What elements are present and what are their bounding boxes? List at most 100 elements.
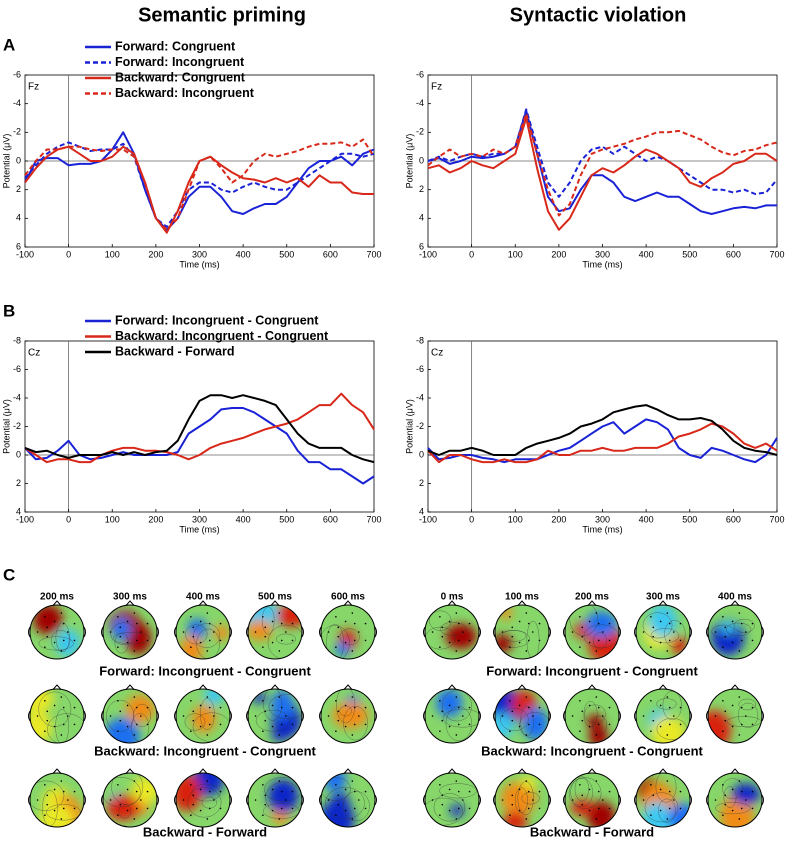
x-tick-label: 700 — [769, 514, 784, 524]
head-outline — [564, 688, 620, 744]
electrode — [264, 719, 267, 722]
topomap-contour — [725, 622, 752, 637]
erp-line — [427, 418, 778, 464]
electrode — [117, 646, 119, 648]
electrode — [353, 706, 356, 709]
electrode — [448, 641, 451, 644]
x-tick-label: 0 — [469, 249, 474, 259]
electrode — [581, 710, 584, 713]
head-nose — [517, 684, 527, 690]
electrode — [146, 639, 149, 642]
electrode — [280, 622, 283, 625]
topomap-halo — [509, 789, 528, 808]
electrode — [602, 631, 604, 633]
electrode — [254, 715, 257, 717]
electrode — [278, 696, 281, 698]
topomap-halo — [200, 773, 217, 787]
electrode — [351, 734, 354, 736]
topomap-halo — [590, 717, 600, 726]
topomap-contour — [655, 773, 677, 803]
head-nose — [198, 768, 208, 774]
electrode — [364, 790, 367, 793]
topomap — [425, 773, 479, 827]
y-tick-label: 4 — [419, 506, 424, 516]
electrode — [192, 803, 195, 806]
column-title: Semantic priming — [138, 4, 306, 26]
electrode — [668, 639, 671, 642]
topomap-contour — [514, 787, 528, 814]
electrode — [538, 723, 541, 726]
topomap-halo — [185, 643, 198, 656]
erp-line — [24, 131, 375, 231]
head-ear — [174, 710, 177, 722]
electrode — [119, 635, 122, 638]
head-ear — [493, 710, 496, 722]
head-ear — [761, 794, 764, 806]
head-ear — [156, 794, 159, 806]
electrode — [262, 616, 264, 618]
head-nose — [52, 600, 62, 606]
y-tick-label: -6 — [416, 69, 424, 79]
electrode — [335, 730, 337, 732]
electrode — [652, 626, 655, 629]
electrode — [44, 700, 46, 702]
row-label: Forward: Incongruent - Congruent — [486, 663, 698, 678]
electrode — [509, 784, 511, 786]
topomap-halo — [655, 613, 671, 629]
y-axis-label: Potential (μV) — [1, 399, 11, 454]
x-axis-label: Time (ms) — [179, 524, 219, 534]
head-outline — [707, 604, 763, 660]
y-axis-label: Potential (μV) — [404, 134, 414, 189]
head-ear — [689, 710, 692, 722]
head-nose — [343, 684, 353, 690]
electrode — [751, 622, 754, 625]
topomap-contour — [267, 624, 302, 659]
electrode — [439, 616, 441, 618]
topomap — [708, 605, 762, 659]
head-ear — [28, 710, 31, 722]
electrode — [344, 788, 347, 791]
electrode — [714, 799, 717, 801]
electrode — [738, 780, 741, 782]
topomap-contour — [38, 636, 74, 651]
electrode — [44, 784, 46, 786]
head-outline — [494, 688, 550, 744]
electrode — [285, 631, 287, 633]
electrode — [738, 818, 741, 820]
electrode — [117, 700, 119, 702]
topomap — [636, 605, 690, 659]
topomap-contour — [336, 689, 356, 724]
topomap-halo — [593, 731, 604, 742]
electrode — [581, 719, 584, 722]
head-ear — [156, 626, 159, 638]
electrode — [119, 794, 122, 797]
topomap-halo — [139, 782, 154, 798]
electrode — [650, 814, 652, 816]
electrode — [135, 622, 138, 625]
x-tick-label: 0 — [66, 249, 71, 259]
electrode — [213, 631, 215, 633]
x-tick-label: -100 — [16, 514, 34, 524]
topomap-contour — [442, 708, 479, 728]
electrode — [439, 646, 441, 648]
electrode — [650, 784, 652, 786]
x-tick-label: 400 — [236, 514, 251, 524]
electrode — [652, 635, 655, 638]
head-nose — [125, 684, 135, 690]
electrode — [262, 730, 264, 732]
head-ear — [563, 710, 566, 722]
electrode — [527, 706, 530, 709]
electrode — [73, 807, 76, 810]
electrode — [351, 696, 354, 698]
electrode — [659, 641, 662, 644]
topomap-halo — [192, 623, 203, 634]
electrode — [595, 612, 598, 614]
electrode — [595, 650, 598, 652]
time-label: 200 ms — [40, 592, 74, 603]
electrode — [518, 641, 521, 644]
electrode — [262, 646, 264, 648]
electrode — [518, 620, 521, 623]
electrode — [264, 710, 267, 713]
topomap-field — [711, 619, 745, 656]
electrode — [666, 650, 669, 652]
